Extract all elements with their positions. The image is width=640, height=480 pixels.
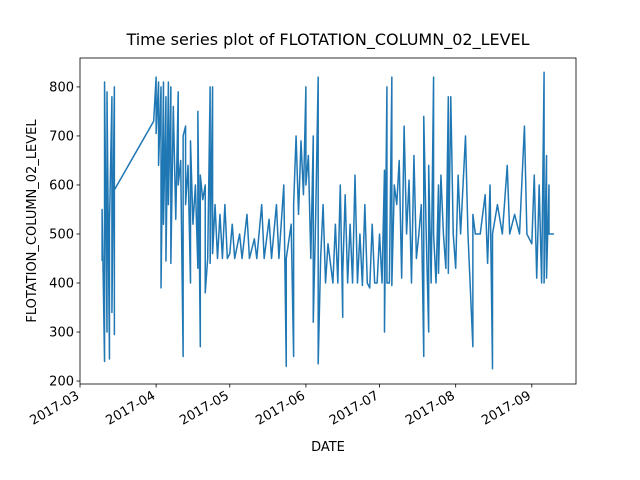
plot-frame (79, 57, 577, 385)
y-tick-label: 600 (49, 178, 74, 193)
y-tick-label: 700 (49, 129, 74, 144)
y-axis-label: FLOTATION_COLUMN_02_LEVEL (25, 119, 40, 323)
x-axis-label: DATE (311, 440, 345, 455)
y-tick-label: 400 (49, 277, 74, 292)
data-line (101, 71, 554, 370)
y-tick-label: 800 (49, 80, 74, 95)
y-tick-label: 300 (49, 326, 74, 341)
chart-title: Time series plot of FLOTATION_COLUMN_02_… (125, 30, 529, 50)
y-tick-label: 500 (49, 227, 74, 242)
y-tick-label: 200 (49, 375, 74, 390)
